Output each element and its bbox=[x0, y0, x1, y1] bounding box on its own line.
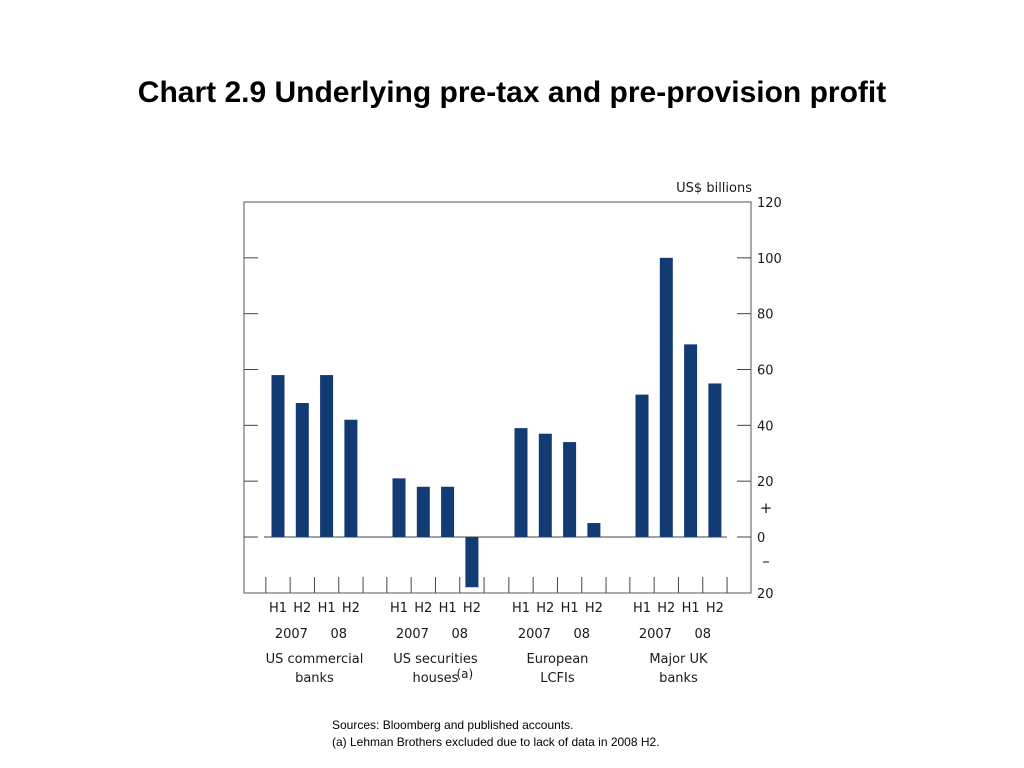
period-label: H2 bbox=[536, 601, 554, 616]
group-name-line: US securities bbox=[393, 652, 478, 667]
y-tick-label: 20 bbox=[757, 587, 774, 602]
group-name-line: houses bbox=[412, 671, 458, 686]
year-label: 2007 bbox=[639, 627, 672, 642]
y-tick-label: 40 bbox=[757, 419, 774, 434]
bar bbox=[514, 428, 528, 537]
period-label: H2 bbox=[463, 601, 481, 616]
bar bbox=[635, 394, 649, 537]
period-label: H1 bbox=[561, 601, 579, 616]
footnote: (a) Lehman Brothers excluded due to lack… bbox=[332, 735, 660, 749]
y-tick-label: 0 bbox=[757, 531, 765, 546]
period-label: H1 bbox=[682, 601, 700, 616]
chart-notes: Sources: Bloomberg and published account… bbox=[332, 717, 660, 751]
bar bbox=[708, 383, 722, 537]
bar bbox=[344, 419, 358, 537]
period-label: H2 bbox=[414, 601, 432, 616]
y-tick-label: 60 bbox=[757, 364, 774, 379]
year-label: 2007 bbox=[275, 627, 308, 642]
bar bbox=[416, 486, 430, 537]
period-label: H2 bbox=[585, 601, 603, 616]
period-label: H1 bbox=[390, 601, 408, 616]
year-label: 08 bbox=[573, 627, 590, 642]
plot-frame bbox=[243, 201, 752, 594]
bar bbox=[587, 523, 601, 537]
year-label: 08 bbox=[330, 627, 347, 642]
year-label: 08 bbox=[694, 627, 711, 642]
bar bbox=[465, 537, 479, 588]
bar bbox=[441, 486, 455, 537]
group-name-note: (a) bbox=[456, 667, 473, 681]
y-tick-label: 120 bbox=[757, 196, 782, 211]
year-label: 2007 bbox=[518, 627, 551, 642]
y-tick-label: 100 bbox=[757, 252, 782, 267]
y-tick-label: 20 bbox=[757, 475, 774, 490]
bar bbox=[392, 478, 406, 537]
bar bbox=[563, 442, 577, 537]
year-label: 08 bbox=[451, 627, 468, 642]
period-label: H1 bbox=[633, 601, 651, 616]
plus-sign: + bbox=[760, 499, 773, 517]
year-label: 2007 bbox=[396, 627, 429, 642]
minus-sign: – bbox=[762, 552, 770, 570]
period-label: H2 bbox=[657, 601, 675, 616]
period-label: H2 bbox=[342, 601, 360, 616]
group-name-line: European bbox=[526, 652, 588, 667]
period-label: H1 bbox=[318, 601, 336, 616]
group-name-line: LCFIs bbox=[540, 671, 575, 686]
period-label: H1 bbox=[269, 601, 287, 616]
bar bbox=[320, 375, 334, 537]
group-name-line: banks bbox=[295, 671, 334, 686]
bar bbox=[295, 403, 309, 537]
group-name-line: US commercial bbox=[266, 652, 364, 667]
group-name-line: banks bbox=[659, 671, 698, 686]
bar bbox=[538, 433, 552, 537]
unit-label: US$ billions bbox=[676, 181, 752, 196]
bar bbox=[659, 257, 673, 537]
period-label: H1 bbox=[439, 601, 457, 616]
bar bbox=[684, 344, 698, 537]
chart-title: Chart 2.9 Underlying pre-tax and pre-pro… bbox=[137, 76, 887, 109]
sources-note: Sources: Bloomberg and published account… bbox=[332, 718, 574, 732]
period-label: H1 bbox=[512, 601, 530, 616]
bar bbox=[271, 375, 285, 537]
period-label: H2 bbox=[706, 601, 724, 616]
period-label: H2 bbox=[293, 601, 311, 616]
y-tick-label: 80 bbox=[757, 308, 774, 323]
group-name-line: Major UK bbox=[649, 652, 708, 667]
